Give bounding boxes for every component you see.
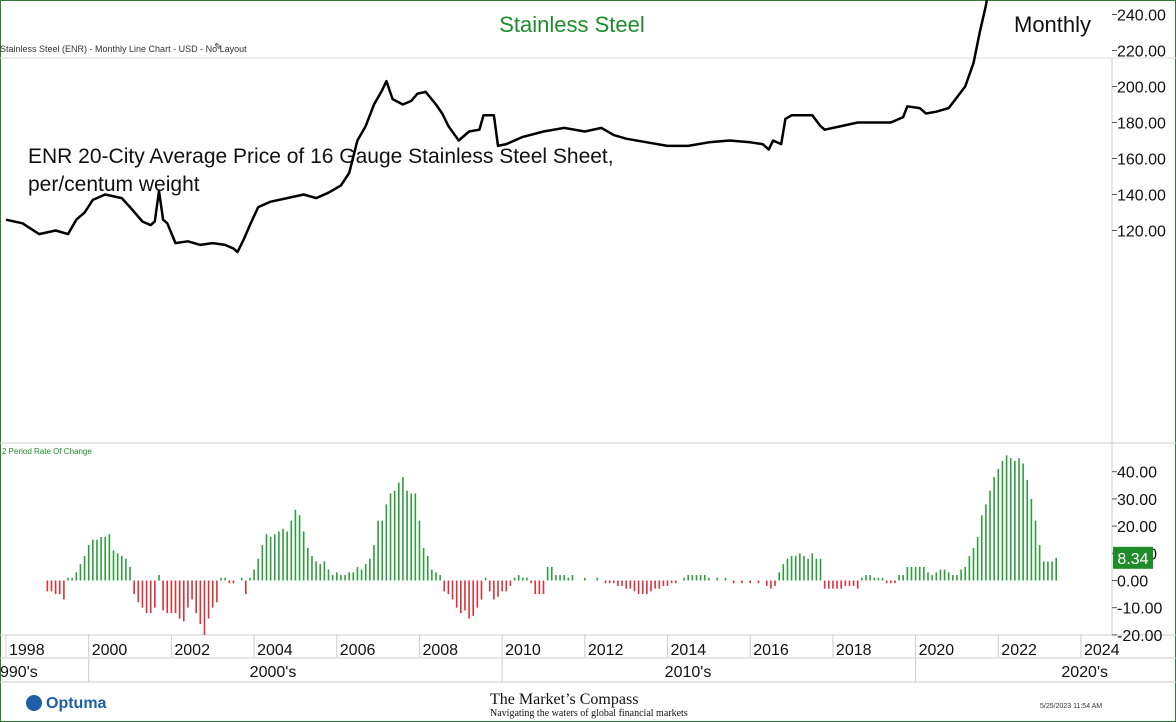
- decade-label: 2000's: [250, 664, 297, 681]
- y-tick-label: 220.00: [1117, 44, 1166, 61]
- x-tick-label: 2022: [1001, 642, 1037, 659]
- x-tick-label: 2024: [1084, 642, 1120, 659]
- x-tick-label: 2010: [505, 642, 541, 659]
- frequency-label: Monthly: [1014, 12, 1092, 37]
- roc-y-tick-label: -20.00: [1117, 628, 1162, 645]
- chart-subtitle: Stainless Steel (ENR) - Monthly Line Cha…: [0, 44, 247, 54]
- x-tick-label: 1998: [9, 642, 45, 659]
- y-tick-label: 160.00: [1117, 152, 1166, 169]
- roc-y-tick-label: 20.00: [1117, 519, 1157, 536]
- timestamp: 5/25/2023 11:54 AM: [1040, 703, 1103, 710]
- last-roc-label: 8.34: [1117, 551, 1148, 568]
- annotation-line-1: ENR 20-City Average Price of 16 Gauge St…: [28, 145, 614, 168]
- x-tick-label: 2000: [92, 642, 128, 659]
- roc-y-tick-label: -10.00: [1117, 601, 1162, 618]
- roc-y-tick-label: 0.00: [1117, 574, 1148, 591]
- x-tick-label: 2004: [257, 642, 293, 659]
- last-roc-badge: [1113, 546, 1153, 569]
- decade-label: 2020's: [1061, 664, 1108, 681]
- x-tick-label: 2012: [588, 642, 624, 659]
- chart-annotation: ENR 20-City Average Price of 16 Gauge St…: [28, 143, 614, 199]
- y-tick-label: 140.00: [1117, 188, 1166, 205]
- x-tick-label: 2018: [836, 642, 872, 659]
- decade-label: 990's: [0, 664, 38, 681]
- decade-label: 2010's: [665, 664, 712, 681]
- x-tick-label: 2002: [174, 642, 210, 659]
- publisher-tagline: Navigating the waters of global financia…: [490, 708, 688, 719]
- roc-y-tick-label: 30.00: [1117, 492, 1157, 509]
- indicator-label: 2 Period Rate Of Change: [2, 447, 92, 456]
- roc-y-tick-label: 40.00: [1117, 465, 1157, 482]
- edit-icon[interactable]: ✎: [214, 42, 223, 53]
- y-tick-label: 180.00: [1117, 116, 1166, 133]
- y-tick-label: 200.00: [1117, 80, 1166, 97]
- x-tick-label: 2016: [753, 642, 789, 659]
- price-line: [5, 0, 989, 254]
- optuma-brand: Optuma: [46, 695, 107, 712]
- y-tick-label: 120.00: [1117, 224, 1166, 241]
- x-tick-label: 2020: [919, 642, 955, 659]
- y-tick-label: 240.00: [1117, 8, 1166, 25]
- x-tick-label: 2006: [340, 642, 376, 659]
- x-tick-label: 2014: [671, 642, 707, 659]
- publisher-name: The Market’s Compass: [490, 691, 639, 708]
- x-tick-label: 2008: [422, 642, 458, 659]
- optuma-logo-icon: [26, 695, 42, 711]
- chart-title: Stainless Steel: [499, 12, 645, 37]
- annotation-line-2: per/centum weight: [28, 173, 200, 196]
